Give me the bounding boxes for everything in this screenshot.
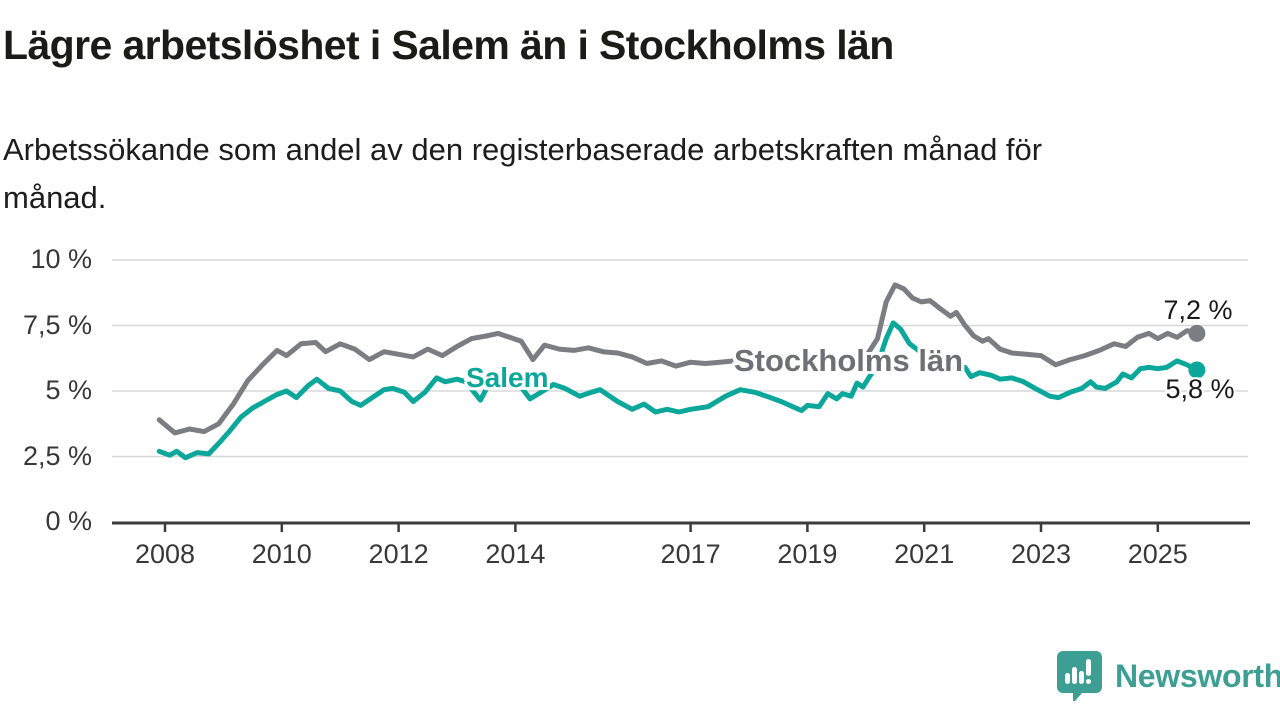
line-salem	[156, 320, 1200, 461]
series-label-salem: Salem	[466, 362, 549, 393]
newsworthy-logo: Newsworthy	[1056, 650, 1280, 702]
x-tick-label: 2014	[485, 539, 546, 569]
y-tick-label: 2,5 %	[22, 440, 92, 471]
x-tick-label: 2023	[1010, 539, 1072, 569]
chart-title: Lägre arbetslöshet i Salem än i Stockhol…	[3, 22, 894, 68]
bar-tall	[1079, 671, 1084, 684]
y-tick-label: 0 %	[45, 506, 92, 536]
x-tick-label: 2017	[660, 539, 721, 569]
end-value-label-salem: 5,8 %	[1165, 374, 1235, 404]
chart-subtitle: Arbetssökande som andel av den registerb…	[3, 132, 1043, 215]
end-dot-stockholms-l-n	[1188, 324, 1206, 342]
exclamation-dot	[1086, 679, 1091, 684]
x-tick-label: 2021	[894, 539, 955, 569]
x-tick-label: 2008	[134, 539, 196, 569]
newsworthy-logo-icon	[1057, 651, 1102, 701]
end-dot-salem	[1188, 361, 1206, 379]
y-tick-label: 7,5 %	[22, 309, 92, 340]
end-value-label-stockholms-lan: 7,2 %	[1163, 295, 1233, 325]
x-tick-label: 2010	[251, 539, 312, 569]
x-tick-label: 2025	[1127, 539, 1188, 569]
series-label-stockholms-lan: Stockholms län	[734, 343, 964, 378]
y-tick-label: 10 %	[30, 244, 92, 274]
bar-medium	[1072, 667, 1077, 684]
exclamation-bar	[1086, 659, 1091, 676]
y-tick-label: 5 %	[45, 375, 92, 405]
line-stockholms-l-n	[156, 282, 1200, 436]
x-tick-label: 2012	[368, 539, 429, 569]
bar-small	[1065, 673, 1070, 684]
newsworthy-logo-text: Newsworthy	[1115, 658, 1280, 694]
x-tick-label: 2019	[777, 539, 838, 569]
